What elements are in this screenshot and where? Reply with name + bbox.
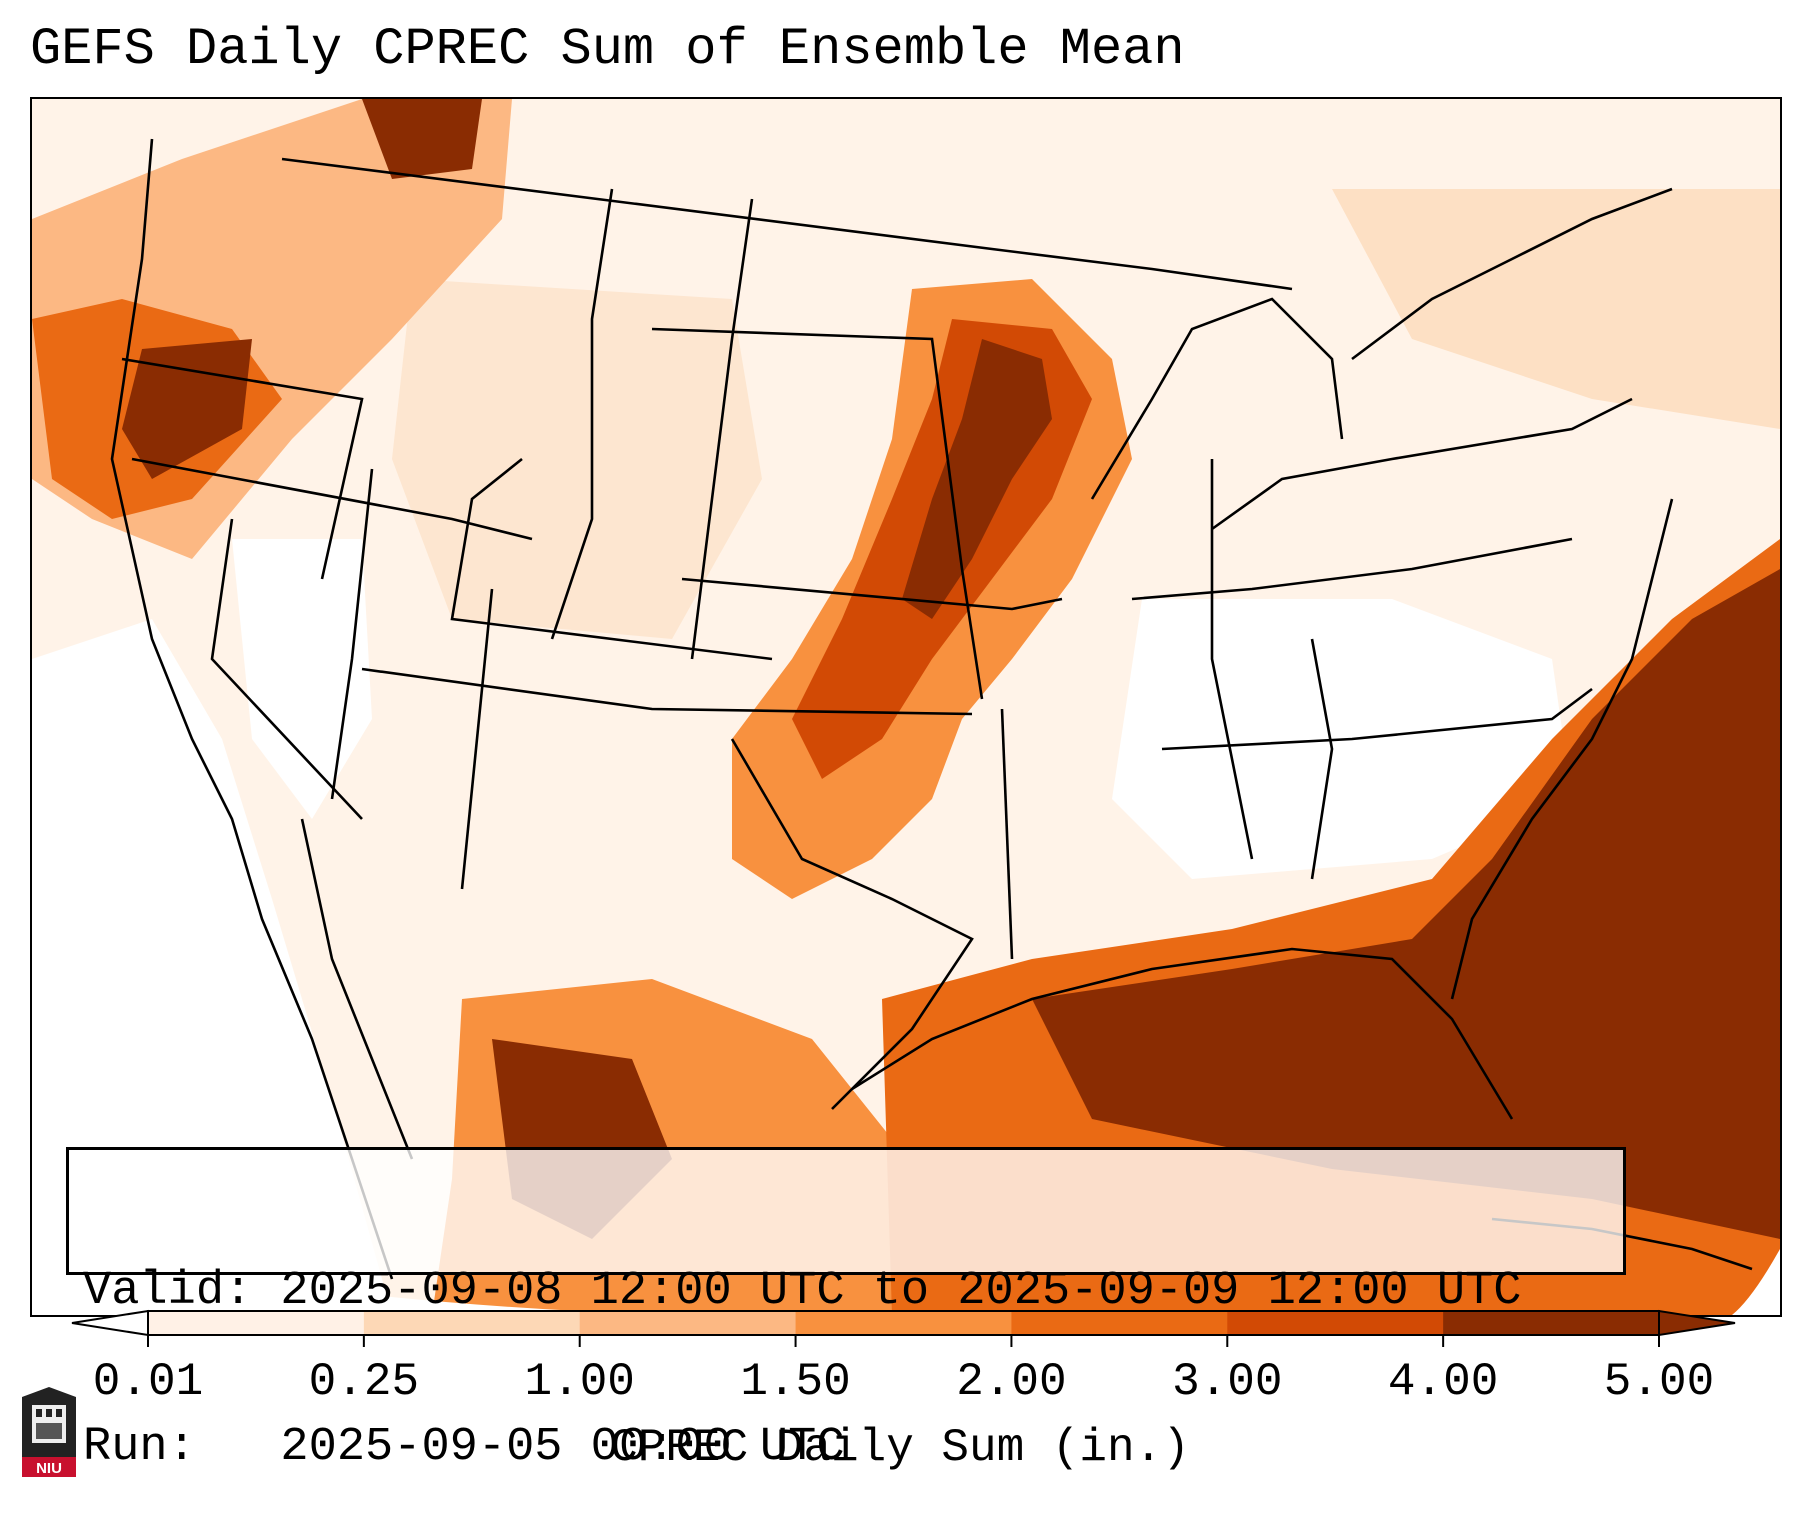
dakotas-minnesota — [690, 198, 754, 660]
colorbar-segment — [579, 1311, 797, 1335]
colorbar-segment — [363, 1311, 581, 1335]
bc-max-area — [362, 99, 482, 179]
great-lakes-outline — [1090, 297, 1344, 500]
run-time-text: Run: 2025-09-05 00:00 UTC — [83, 1421, 845, 1474]
nevada-dry-area — [232, 539, 372, 819]
colorbar-tick-label: 2.00 — [956, 1356, 1067, 1408]
colorbar-tick-label: 5.00 — [1603, 1356, 1715, 1408]
colorbar-segment — [795, 1311, 1012, 1335]
boundary-lines — [110, 138, 1753, 1280]
colorbar-segment — [148, 1311, 365, 1335]
colorbar-tick-label: 1.50 — [740, 1356, 851, 1408]
texas-border — [730, 738, 974, 1110]
pacific-low-area — [32, 619, 392, 1315]
validity-info-box: Valid: 2025-09-08 12:00 UTC to 2025-09-0… — [66, 1147, 1626, 1474]
arkansas-oklahoma — [1000, 708, 1014, 960]
precip-map — [30, 97, 1782, 1317]
st-lawrence-line — [1351, 187, 1673, 361]
alabama-georgia — [1310, 638, 1334, 880]
colorbar-min-arrow — [71, 1309, 149, 1337]
northeast-border — [1211, 397, 1633, 531]
oregon-nevada-idaho — [131, 457, 533, 541]
logo-text: NIU — [36, 1460, 62, 1477]
chart-title: GEFS Daily CPREC Sum of Ensemble Mean — [30, 20, 1185, 79]
us-canada-border — [281, 157, 1293, 291]
atlantic-coast — [1450, 498, 1674, 1000]
colorbar-tick-label: 4.00 — [1387, 1356, 1499, 1408]
ohio-river-line — [1131, 537, 1573, 601]
colorbar-segment — [1443, 1311, 1660, 1335]
montana-dakotas — [550, 188, 614, 640]
colorbar-tick-label: 0.25 — [308, 1356, 420, 1408]
plains-grid — [651, 327, 984, 700]
nevada-utah — [330, 468, 374, 800]
california-nevada — [210, 518, 363, 820]
colorbar-label: CPREC Daily Sum (in.) — [610, 1422, 1190, 1474]
oregon-washington-idaho — [121, 357, 364, 580]
midwest-max-band — [902, 339, 1052, 619]
plains-light-area — [392, 279, 762, 639]
colorbar-tick-label: 3.00 — [1172, 1356, 1283, 1408]
colorbar-tick-label: 1.00 — [524, 1356, 635, 1408]
colorbar — [71, 1309, 1736, 1347]
baja-peninsula — [300, 818, 414, 1160]
colorbar-segment — [1227, 1311, 1444, 1335]
four-corners-line — [361, 667, 973, 716]
canada-east-area — [1332, 189, 1780, 429]
map-canvas — [32, 99, 1780, 1315]
colorbar-max-arrow — [1658, 1309, 1736, 1337]
colorbar-segment — [1011, 1311, 1228, 1335]
projection-corner-sw — [32, 1249, 732, 1315]
arizona-new-mexico — [460, 588, 494, 890]
pacific-coast — [110, 138, 394, 1280]
kansas-missouri — [681, 577, 1063, 611]
valid-time-text: Valid: 2025-09-08 12:00 UTC to 2025-09-0… — [83, 1265, 1522, 1318]
wyoming-colorado — [450, 457, 773, 661]
gulf-coast — [851, 947, 1514, 1120]
tennessee-line — [1161, 687, 1593, 751]
colorbar-tick-label: 0.01 — [92, 1356, 204, 1408]
projection-corner-se — [1732, 1249, 1780, 1315]
niu-logo: NIU — [22, 1387, 76, 1477]
illinois-indiana — [1210, 459, 1254, 860]
